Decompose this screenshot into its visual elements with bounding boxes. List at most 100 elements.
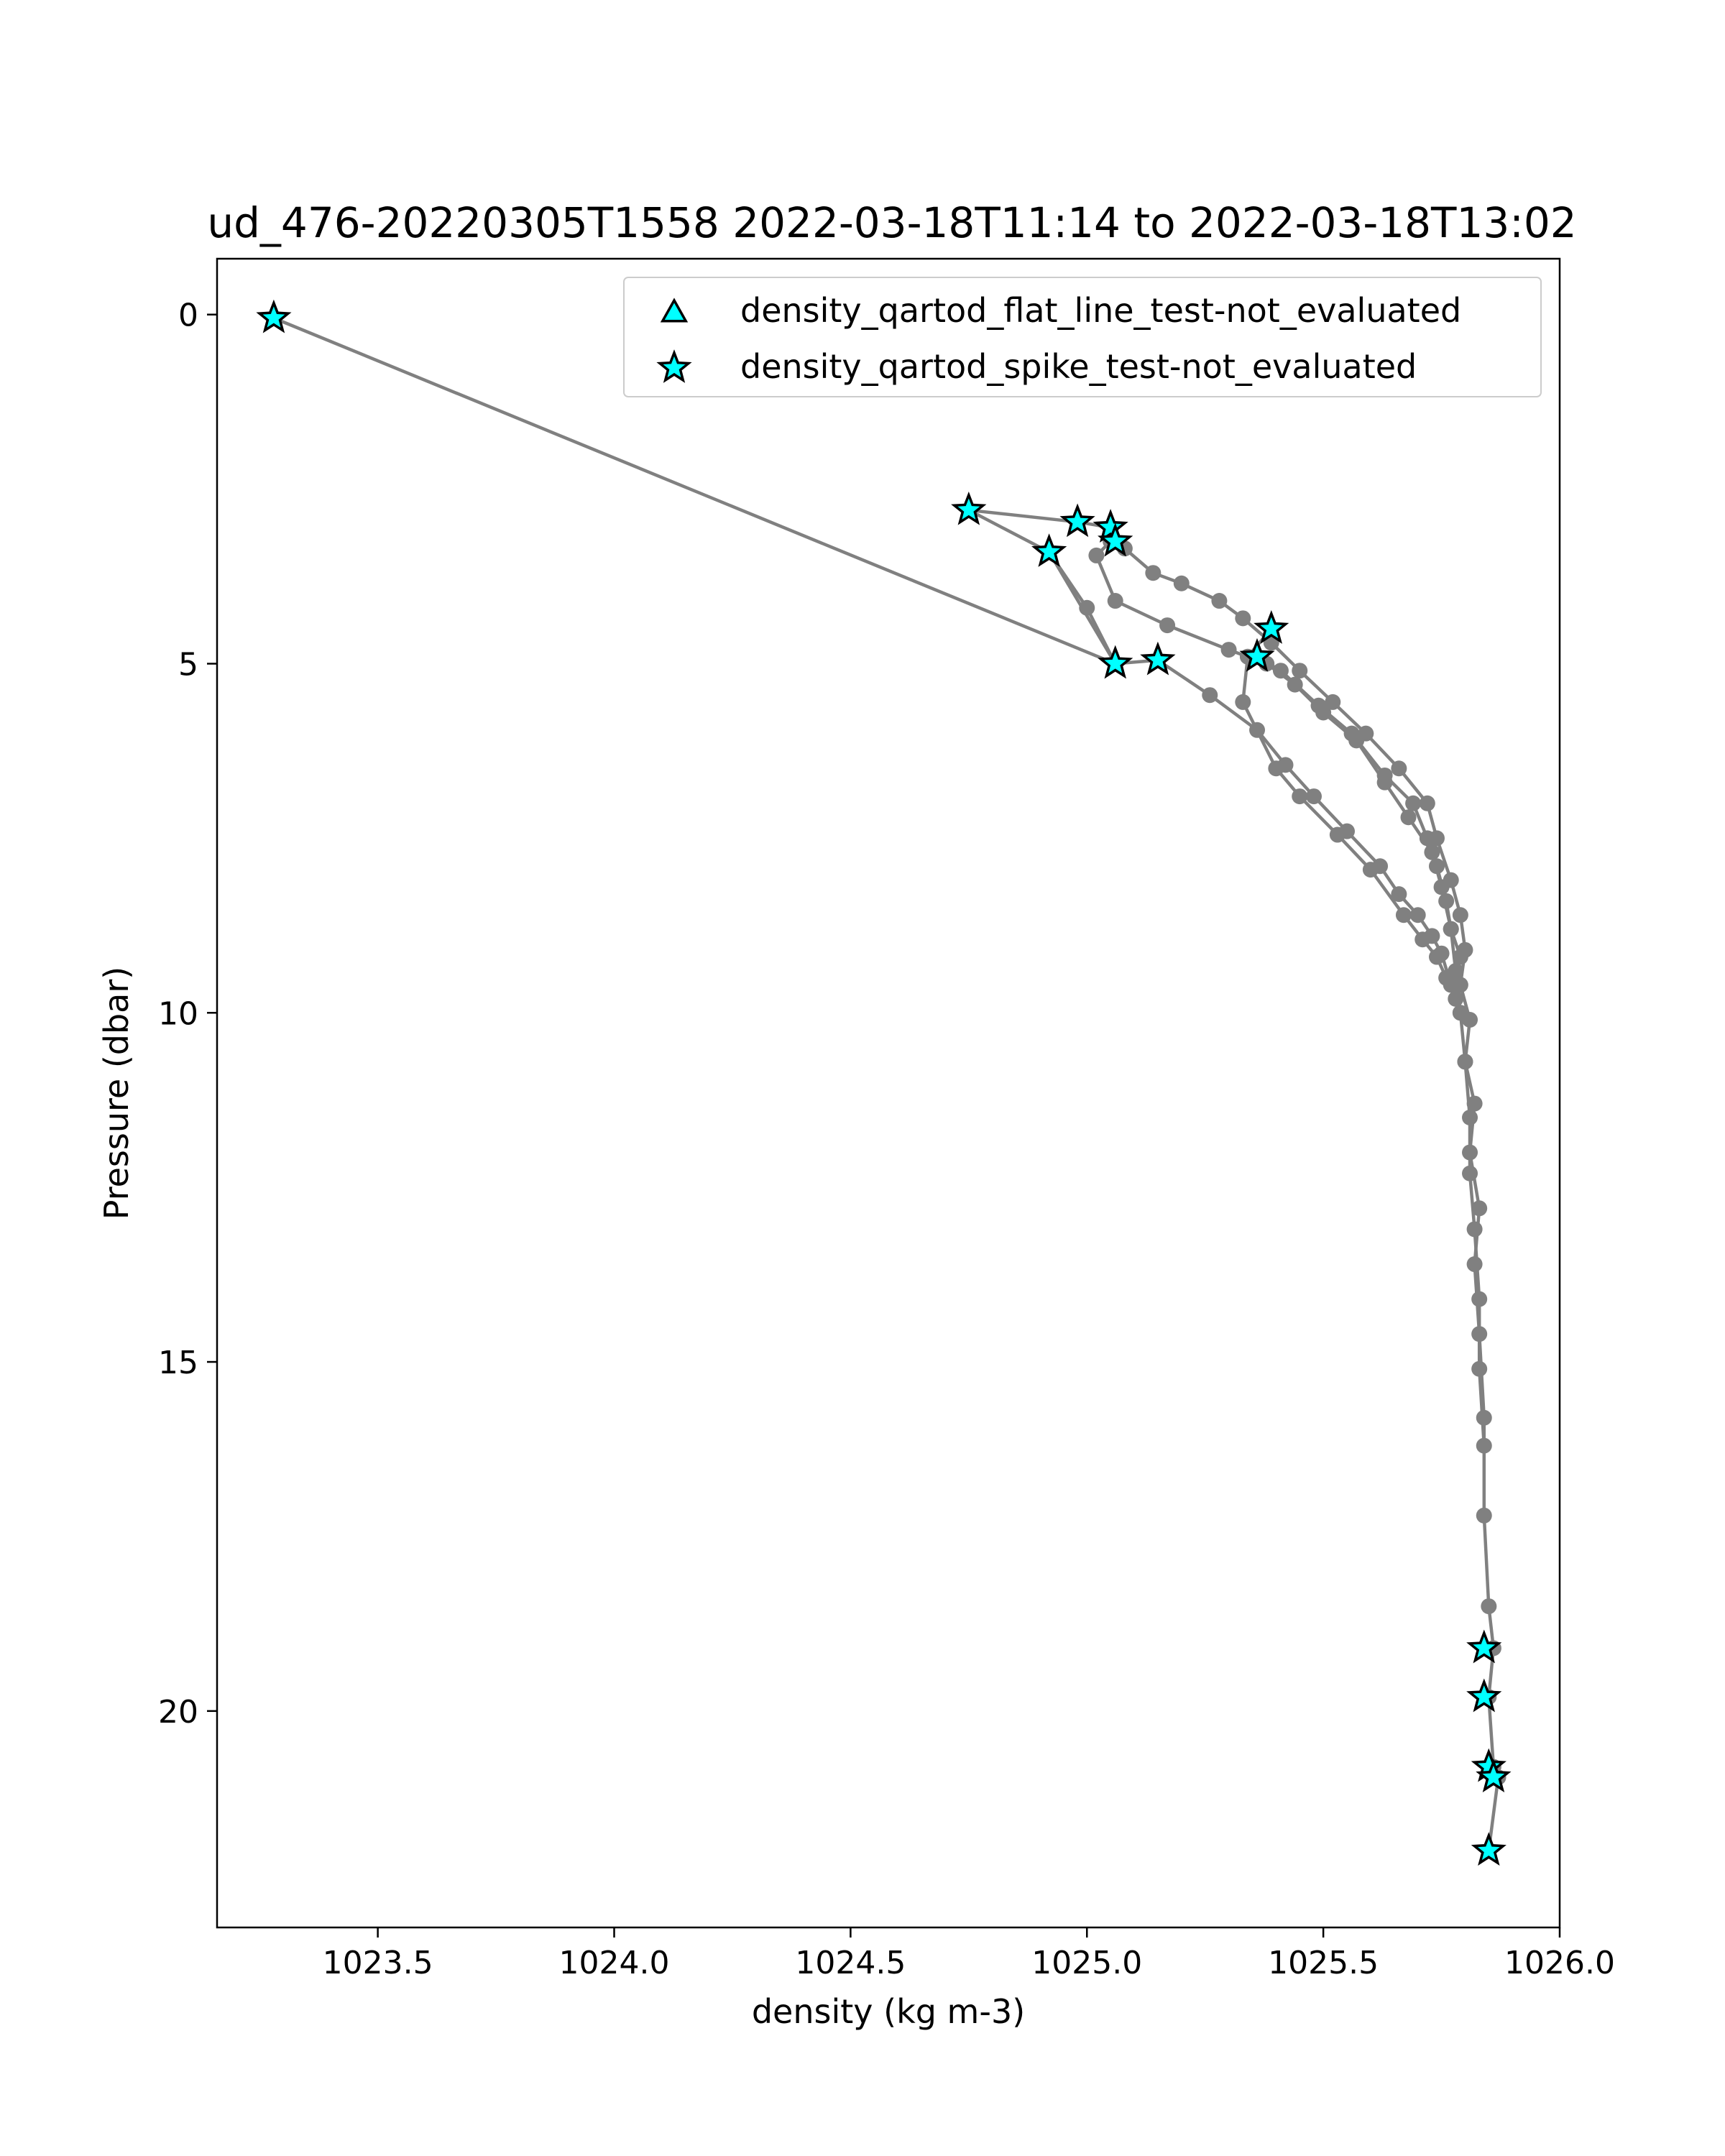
- profile-point: [1343, 725, 1360, 742]
- profile-point: [1471, 1291, 1488, 1307]
- profile-point: [1159, 617, 1176, 634]
- profile-point: [1329, 826, 1346, 843]
- profile-point: [1419, 795, 1435, 811]
- profile-point: [1405, 795, 1422, 811]
- profile-point: [1202, 687, 1218, 704]
- profile-point: [1220, 642, 1237, 658]
- profile-point: [1400, 809, 1417, 826]
- profile-point: [1414, 931, 1431, 948]
- profile-point: [1466, 1095, 1483, 1112]
- spike-flag-star-marker: [951, 491, 987, 525]
- profile-point: [1391, 886, 1407, 903]
- profile-point: [1428, 949, 1445, 965]
- spike-flag-star-marker: [1466, 1629, 1502, 1664]
- profile-point: [1235, 610, 1251, 627]
- profile-point: [1466, 1221, 1483, 1238]
- profile-point: [1088, 547, 1105, 563]
- profile-line: [1047, 550, 1463, 1014]
- spike-flag-star-marker: [1031, 533, 1067, 567]
- profile-point: [1079, 599, 1095, 616]
- profile-point: [1419, 830, 1435, 847]
- spike-flag-star-marker: [1140, 641, 1176, 676]
- profile-point: [1145, 565, 1162, 581]
- profile-point: [1362, 862, 1379, 878]
- spike-flag-star-marker: [1239, 637, 1275, 672]
- profile-point: [1268, 760, 1284, 777]
- profile-point: [1433, 879, 1450, 895]
- profile-point: [1107, 593, 1123, 609]
- profile-point: [1395, 907, 1412, 923]
- x-tick-label: 1026.0: [1504, 1945, 1615, 1981]
- profile-point: [1448, 990, 1464, 1007]
- profile-point: [1292, 788, 1308, 805]
- profile-point: [1443, 921, 1459, 937]
- profile-point: [1462, 1165, 1478, 1181]
- profile-point: [1325, 694, 1341, 710]
- spike-flag-star-marker: [1476, 1759, 1512, 1793]
- x-axis: 1023.5 1024.0 1024.5 1025.0 1025.5 1026.0: [323, 1927, 1615, 1981]
- profile-point: [1249, 722, 1266, 738]
- profile-point: [1211, 593, 1228, 609]
- profile-point: [1235, 694, 1251, 710]
- legend-frame: [623, 277, 1542, 397]
- profile-point: [1424, 844, 1440, 860]
- x-tick-label: 1023.5: [323, 1945, 433, 1981]
- x-tick-label: 1025.5: [1268, 1945, 1379, 1981]
- y-tick-label: 20: [158, 1694, 198, 1731]
- profile-point: [1471, 1326, 1488, 1342]
- y-tick-label: 0: [178, 298, 198, 334]
- y-axis: 0 5 10 15 20: [158, 298, 217, 1731]
- profile-point: [1292, 663, 1308, 679]
- profile-point: [1466, 1256, 1483, 1273]
- x-tick-label: 1024.0: [559, 1945, 670, 1981]
- legend-entries: density_qartod_flat_line_test-not_evalua…: [656, 291, 1461, 386]
- profile-point: [1391, 760, 1407, 777]
- y-axis-label: Pressure (dbar): [97, 967, 136, 1220]
- profile-point: [1476, 1409, 1492, 1426]
- profile-point: [1462, 1110, 1478, 1126]
- profile-point: [1438, 969, 1455, 986]
- profile-point: [1457, 1054, 1473, 1070]
- spike-flag-star-marker: [256, 299, 292, 333]
- y-tick-label: 10: [158, 995, 198, 1032]
- profile-point: [1173, 575, 1190, 591]
- profile-point: [1438, 893, 1455, 909]
- profile-point: [1409, 907, 1426, 923]
- x-tick-label: 1024.5: [795, 1945, 906, 1981]
- profile-point: [1287, 676, 1303, 693]
- spike-flag-star-marker: [1092, 509, 1128, 543]
- legend-triangle-icon: [660, 298, 689, 323]
- spike-flag-star-marker: [1471, 1832, 1506, 1866]
- profile-point: [1452, 949, 1468, 965]
- legend-star-icon: [656, 349, 692, 383]
- axes-frame: [216, 257, 1561, 1929]
- legend-label: density_qartod_spike_test-not_evaluated: [740, 347, 1417, 386]
- profile-point: [1471, 1200, 1488, 1217]
- profile-point: [1452, 907, 1468, 923]
- spike-flag-star-marker: [1098, 522, 1133, 557]
- profile-point: [1471, 1360, 1488, 1377]
- profile-point: [1476, 1507, 1492, 1524]
- profile-point: [1462, 1144, 1478, 1161]
- profile-point: [1272, 663, 1289, 679]
- profile-point: [1481, 1598, 1497, 1615]
- spike-flag-star-marker: [1254, 610, 1289, 644]
- legend-label: density_qartod_flat_line_test-not_evalua…: [740, 291, 1461, 330]
- legend: density_qartod_flat_line_test-not_evalua…: [623, 277, 1542, 397]
- profile-point: [1452, 1005, 1468, 1021]
- profile-point: [1476, 1437, 1492, 1454]
- spike-flag-star-marker: [1059, 503, 1095, 538]
- x-tick-label: 1025.0: [1031, 1945, 1142, 1981]
- chart-title: ud_476-20220305T1558 2022-03-18T11:14 to…: [207, 198, 1576, 247]
- profile-point: [1428, 858, 1445, 875]
- y-tick-label: 15: [158, 1345, 198, 1381]
- profile-point: [1310, 697, 1327, 714]
- spike-flag-star-marker: [1466, 1678, 1502, 1713]
- profile-point: [1376, 767, 1393, 783]
- spike-flag-star-marker: [1098, 645, 1133, 679]
- profile-point: [1305, 788, 1322, 805]
- x-axis-label: density (kg m-3): [752, 1992, 1025, 2031]
- plot-area: [256, 299, 1512, 1866]
- y-tick-label: 5: [178, 646, 198, 683]
